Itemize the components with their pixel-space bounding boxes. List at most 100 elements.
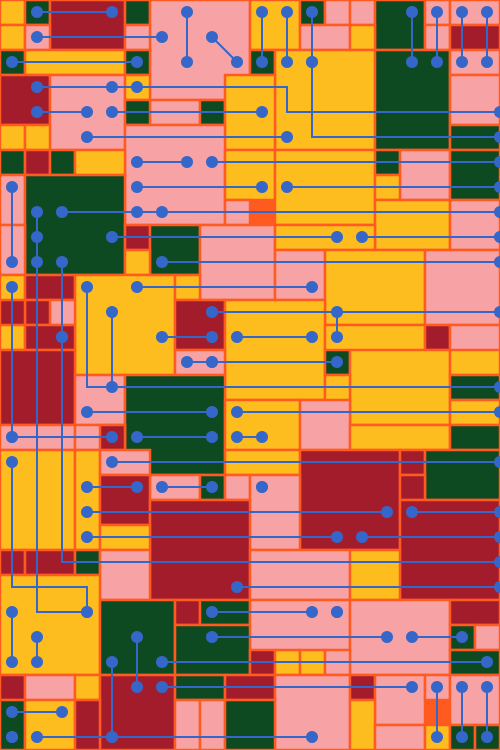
tile (448, 673, 500, 727)
wire-node (256, 181, 268, 193)
wire-node (481, 6, 493, 18)
tile (348, 23, 377, 52)
wire-node (331, 306, 343, 318)
wire-node (81, 281, 93, 293)
tile (23, 673, 77, 702)
wire-node (81, 531, 93, 543)
wire (61, 262, 500, 563)
wire (36, 212, 87, 613)
wire-node (6, 281, 18, 293)
wire-node (331, 531, 343, 543)
wire-node (6, 431, 18, 443)
wire-node (456, 731, 468, 743)
tile (448, 423, 500, 452)
tile (248, 548, 352, 602)
wire-node (494, 231, 500, 243)
tile (123, 0, 152, 27)
wire-node (131, 681, 143, 693)
wire-node (31, 231, 43, 243)
wire-node (206, 306, 218, 318)
tile (323, 0, 352, 27)
wire-node (494, 381, 500, 393)
wire-node (431, 6, 443, 18)
tile (23, 123, 52, 152)
tile (73, 698, 102, 750)
tile (23, 698, 77, 750)
tile (73, 373, 127, 427)
wire-node (494, 306, 500, 318)
wire-node (31, 631, 43, 643)
tile (0, 673, 27, 702)
wire-node (156, 481, 168, 493)
wire-node (81, 481, 93, 493)
wire-node (131, 81, 143, 93)
tile (23, 148, 52, 177)
wire-node (481, 56, 493, 68)
wire-node (106, 456, 118, 468)
wire-node (256, 481, 268, 493)
wire-node (131, 206, 143, 218)
wire-node (56, 706, 68, 718)
wire-node (131, 481, 143, 493)
wire-node (306, 731, 318, 743)
wire-node (181, 56, 193, 68)
tile (448, 198, 500, 252)
wire-node (156, 31, 168, 43)
tile (98, 473, 152, 527)
wire-node (494, 556, 500, 568)
tile (248, 0, 302, 52)
wire-node (494, 506, 500, 518)
wire-node (381, 631, 393, 643)
wire-node (131, 281, 143, 293)
tile (373, 673, 427, 727)
wire-node (431, 731, 443, 743)
tile (423, 323, 452, 352)
tile (373, 723, 427, 750)
wire-node (331, 231, 343, 243)
wire-node (31, 256, 43, 268)
wire-node (81, 406, 93, 418)
wire-node (406, 631, 418, 643)
wire-node (31, 81, 43, 93)
wire-node (206, 156, 218, 168)
wire-node (456, 6, 468, 18)
wire-node (331, 331, 343, 343)
wire (86, 287, 500, 388)
wire-node (206, 31, 218, 43)
wire-node (31, 656, 43, 668)
wire-node (494, 531, 500, 543)
tile (298, 23, 352, 52)
wire-node (331, 606, 343, 618)
wire-node (306, 281, 318, 293)
wire-node (56, 206, 68, 218)
wire-node (206, 606, 218, 618)
tile (0, 123, 27, 152)
tile (273, 248, 327, 302)
wire-node (206, 481, 218, 493)
wire-node (156, 256, 168, 268)
wire-node (381, 506, 393, 518)
tile (23, 273, 77, 302)
wire-node (181, 156, 193, 168)
wire-node (494, 131, 500, 143)
wire-node (206, 631, 218, 643)
tile (398, 148, 452, 202)
wire-node (131, 431, 143, 443)
tile (98, 548, 152, 602)
wire (311, 62, 500, 138)
tile (348, 698, 377, 750)
wire-layer (11, 11, 500, 738)
wire-node (131, 56, 143, 68)
wire-node (106, 306, 118, 318)
wire-node (456, 631, 468, 643)
wire-node (331, 356, 343, 368)
tile (223, 698, 277, 750)
wire-node (306, 331, 318, 343)
wire-node (456, 56, 468, 68)
wire-node (156, 681, 168, 693)
tile (373, 0, 427, 52)
tile (0, 23, 27, 52)
wire-node (131, 631, 143, 643)
wire-node (494, 206, 500, 218)
wire-node (481, 656, 493, 668)
